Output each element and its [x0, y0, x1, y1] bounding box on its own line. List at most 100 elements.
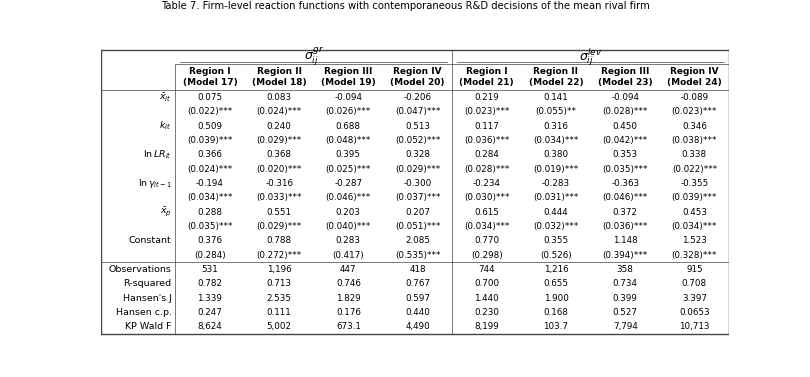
Text: (0.055)**: (0.055)** [535, 107, 577, 116]
Text: 0.083: 0.083 [266, 93, 292, 102]
Text: 0.240: 0.240 [266, 122, 292, 130]
Text: (0.023)***: (0.023)*** [671, 107, 717, 116]
Text: -0.094: -0.094 [612, 93, 639, 102]
Text: 8,624: 8,624 [198, 322, 222, 331]
Text: 447: 447 [340, 265, 356, 274]
Text: (0.024)***: (0.024)*** [187, 165, 232, 174]
Text: $\bar{x}_{p}$: $\bar{x}_{p}$ [160, 205, 172, 219]
Text: 0.767: 0.767 [405, 279, 430, 288]
Text: 0.111: 0.111 [266, 308, 292, 317]
Text: Hansen c.p.: Hansen c.p. [116, 308, 172, 317]
Text: 0.219: 0.219 [475, 93, 499, 102]
Text: (0.032)***: (0.032)*** [533, 222, 578, 231]
Text: (0.022)***: (0.022)*** [187, 107, 232, 116]
Text: (0.535)***: (0.535)*** [394, 251, 441, 260]
Text: (0.526): (0.526) [540, 251, 572, 260]
Text: (0.038)***: (0.038)*** [671, 136, 717, 145]
Text: (0.052)***: (0.052)*** [394, 136, 441, 145]
Text: Region I
(Model 21): Region I (Model 21) [459, 67, 514, 87]
Text: Region II
(Model 22): Region II (Model 22) [529, 67, 583, 87]
Text: 418: 418 [409, 265, 426, 274]
Text: 0.450: 0.450 [612, 122, 637, 130]
Text: (0.051)***: (0.051)*** [394, 222, 441, 231]
Text: 0.247: 0.247 [198, 308, 223, 317]
Text: Region II
(Model 18): Region II (Model 18) [252, 67, 306, 87]
Text: 0.440: 0.440 [405, 308, 430, 317]
Text: 744: 744 [479, 265, 495, 274]
Text: Region IV
(Model 20): Region IV (Model 20) [390, 67, 445, 87]
Text: -0.206: -0.206 [403, 93, 432, 102]
Text: -0.234: -0.234 [473, 179, 501, 188]
Text: R-squared: R-squared [123, 279, 172, 288]
Text: (0.035)***: (0.035)*** [187, 222, 232, 231]
Text: (0.029)***: (0.029)*** [395, 165, 440, 174]
Text: (0.035)***: (0.035)*** [603, 165, 648, 174]
Text: 0.734: 0.734 [612, 279, 637, 288]
Text: (0.031)***: (0.031)*** [533, 193, 578, 202]
Text: -0.355: -0.355 [680, 179, 709, 188]
Text: (0.029)***: (0.029)*** [257, 136, 302, 145]
Text: 0.380: 0.380 [544, 150, 569, 159]
Text: (0.040)***: (0.040)*** [326, 222, 371, 231]
Text: 8,199: 8,199 [475, 322, 499, 331]
Text: 2.085: 2.085 [405, 236, 430, 245]
Text: 0.399: 0.399 [612, 294, 637, 303]
Text: -0.283: -0.283 [542, 179, 570, 188]
Text: (0.019)***: (0.019)*** [533, 165, 578, 174]
Text: 0.527: 0.527 [612, 308, 637, 317]
Text: 0.207: 0.207 [405, 208, 430, 217]
Text: (0.046)***: (0.046)*** [326, 193, 371, 202]
Text: 0.700: 0.700 [474, 279, 499, 288]
Text: -0.194: -0.194 [196, 179, 224, 188]
Text: 0.708: 0.708 [682, 279, 707, 288]
Text: (0.022)***: (0.022)*** [671, 165, 717, 174]
Text: 0.655: 0.655 [544, 279, 569, 288]
Text: (0.039)***: (0.039)*** [671, 193, 717, 202]
Text: (0.036)***: (0.036)*** [603, 222, 648, 231]
Text: (0.034)***: (0.034)*** [464, 222, 509, 231]
Text: 0.168: 0.168 [544, 308, 569, 317]
Text: Table 7. Firm-level reaction functions with contemporaneous R&D decisions of the: Table 7. Firm-level reaction functions w… [160, 1, 650, 11]
Text: $\sigma^{gr}_{ij}$: $\sigma^{gr}_{ij}$ [304, 46, 324, 68]
Text: (0.033)***: (0.033)*** [257, 193, 302, 202]
Text: Region IV
(Model 24): Region IV (Model 24) [667, 67, 722, 87]
Text: (0.394)***: (0.394)*** [603, 251, 648, 260]
Text: 1.148: 1.148 [613, 236, 637, 245]
Text: 673.1: 673.1 [336, 322, 360, 331]
Text: $k_{it}$: $k_{it}$ [160, 120, 172, 132]
Text: 0.597: 0.597 [405, 294, 430, 303]
Text: (0.039)***: (0.039)*** [187, 136, 232, 145]
Text: 0.141: 0.141 [544, 93, 569, 102]
Text: 1.523: 1.523 [682, 236, 707, 245]
Text: 0.444: 0.444 [544, 208, 569, 217]
Text: (0.029)***: (0.029)*** [257, 222, 302, 231]
Text: 0.376: 0.376 [198, 236, 223, 245]
Text: 4,490: 4,490 [405, 322, 430, 331]
Text: 531: 531 [202, 265, 219, 274]
Text: -0.363: -0.363 [611, 179, 639, 188]
Text: (0.328)***: (0.328)*** [671, 251, 717, 260]
Text: (0.037)***: (0.037)*** [394, 193, 441, 202]
Text: (0.023)***: (0.023)*** [464, 107, 509, 116]
Text: 3.397: 3.397 [682, 294, 707, 303]
Text: Constant: Constant [129, 236, 172, 245]
Text: 0.203: 0.203 [336, 208, 360, 217]
Text: 0.788: 0.788 [266, 236, 292, 245]
Text: 358: 358 [616, 265, 633, 274]
Text: 0.288: 0.288 [198, 208, 223, 217]
Text: 1.440: 1.440 [475, 294, 499, 303]
Text: 1,196: 1,196 [266, 265, 292, 274]
Text: (0.417): (0.417) [332, 251, 364, 260]
Text: (0.047)***: (0.047)*** [394, 107, 441, 116]
Text: (0.042)***: (0.042)*** [603, 136, 648, 145]
Text: 0.283: 0.283 [336, 236, 360, 245]
Text: Region III
(Model 19): Region III (Model 19) [321, 67, 376, 87]
Text: 0.453: 0.453 [682, 208, 707, 217]
Text: 0.338: 0.338 [682, 150, 707, 159]
Text: (0.272)***: (0.272)*** [257, 251, 302, 260]
Text: 0.355: 0.355 [544, 236, 569, 245]
Text: (0.028)***: (0.028)*** [464, 165, 509, 174]
Text: 0.316: 0.316 [544, 122, 569, 130]
Text: 2.535: 2.535 [266, 294, 292, 303]
Text: 0.284: 0.284 [475, 150, 499, 159]
